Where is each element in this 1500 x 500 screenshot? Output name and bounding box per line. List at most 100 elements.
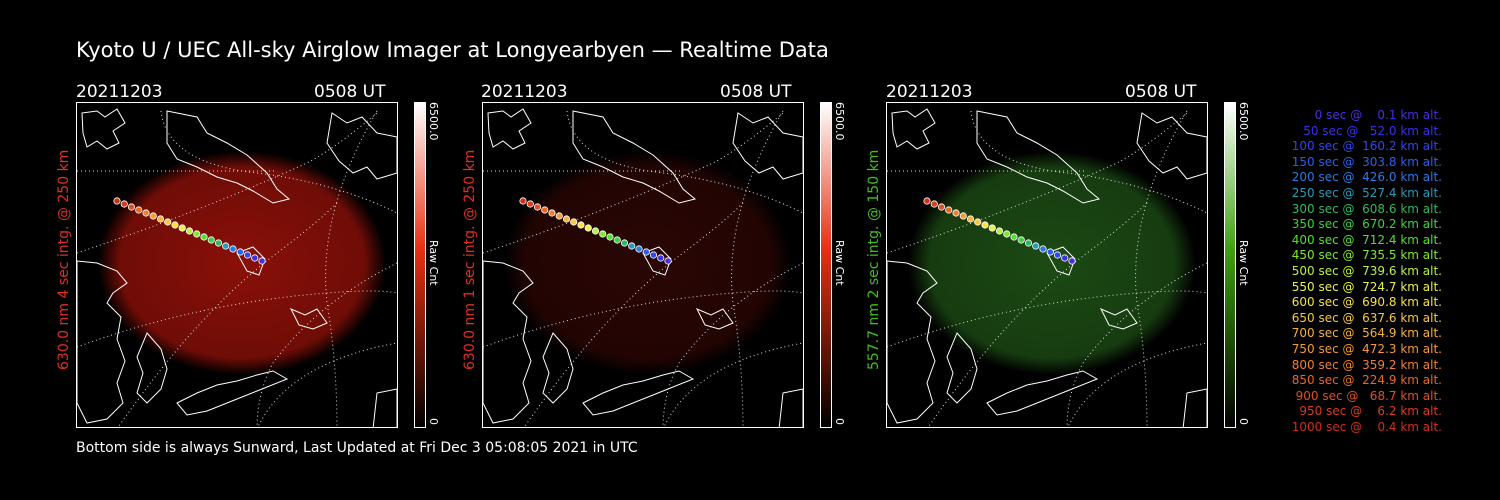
- legend-row: 300 sec @ 608.6 km alt.: [1287, 201, 1442, 216]
- legend-row: 100 sec @ 160.2 km alt.: [1287, 139, 1442, 154]
- panel-wavelength-label: 630.0 nm 4 sec intg. @ 250 km: [56, 149, 72, 370]
- legend-row: 700 sec @ 564.9 km alt.: [1287, 326, 1442, 341]
- trajectory-point: [628, 242, 636, 250]
- trajectory-point: [995, 227, 1004, 235]
- trajectory-point: [1010, 233, 1018, 241]
- colorbar-max-label: 6500.0: [833, 102, 846, 141]
- legend-row: 200 sec @ 426.0 km alt.: [1287, 170, 1442, 185]
- trajectory-point: [113, 197, 121, 205]
- colorbar-min-label: 0: [427, 418, 440, 425]
- coastline: [483, 108, 803, 427]
- coastline: [887, 108, 1207, 427]
- legend-row: 250 sec @ 527.4 km alt.: [1287, 185, 1442, 200]
- trajectory-track: [923, 197, 1076, 265]
- trajectory-point: [937, 203, 946, 211]
- trajectory-point: [635, 245, 643, 253]
- trajectory-point: [923, 197, 931, 205]
- trajectory-point: [606, 233, 614, 241]
- trajectory-point: [526, 200, 534, 208]
- trajectory-point: [613, 236, 621, 244]
- legend-row: 450 sec @ 735.5 km alt.: [1287, 248, 1442, 263]
- trajectory-point: [193, 230, 201, 238]
- trajectory-point: [178, 224, 186, 232]
- trajectory-point: [952, 209, 960, 217]
- trajectory-point: [533, 203, 542, 211]
- trajectory-track: [113, 197, 266, 265]
- trajectory-point: [200, 233, 208, 241]
- trajectory-track: [519, 197, 672, 265]
- trajectory-point: [243, 251, 252, 259]
- panel-date: 20211203: [886, 82, 973, 102]
- trajectory-point: [164, 218, 172, 226]
- panel-wavelength-label: 557.7 nm 2 sec intg. @ 150 km: [866, 149, 882, 370]
- trajectory-point: [222, 242, 230, 250]
- legend-row: 650 sec @ 637.6 km alt.: [1287, 310, 1442, 325]
- trajectory-point: [149, 212, 157, 220]
- trajectory-point: [974, 218, 982, 226]
- trajectory-point: [959, 212, 967, 220]
- trajectory-point: [988, 224, 996, 232]
- trajectory-point: [548, 209, 556, 217]
- trajectory-point: [185, 227, 194, 235]
- trajectory-point: [664, 257, 672, 265]
- trajectory-point: [981, 221, 989, 229]
- legend-row: 50 sec @ 52.0 km alt.: [1295, 123, 1442, 138]
- trajectory-point: [519, 197, 527, 205]
- lat-lon-grid: [483, 110, 803, 427]
- legend-row: 750 sec @ 472.3 km alt.: [1287, 341, 1442, 356]
- panel-time: 0508 UT: [720, 82, 792, 102]
- colorbar-min-label: 0: [1237, 418, 1250, 425]
- legend-row: 400 sec @ 712.4 km alt.: [1287, 232, 1442, 247]
- panel-map-svg: [887, 108, 1207, 427]
- page-title: Kyoto U / UEC All-sky Airglow Imager at …: [76, 38, 829, 62]
- trajectory-point: [127, 203, 136, 211]
- trajectory-point: [591, 227, 600, 235]
- trajectory-point: [1017, 236, 1025, 244]
- trajectory-point: [1032, 242, 1040, 250]
- trajectory-point: [649, 251, 658, 259]
- trajectory-point: [258, 257, 266, 265]
- legend-row: 350 sec @ 670.2 km alt.: [1287, 217, 1442, 232]
- panel-date: 20211203: [481, 82, 568, 102]
- trajectory-legend: 0 sec @ 0.1 km alt. 50 sec @ 52.0 km alt…: [1262, 108, 1442, 435]
- colorbar-max-label: 6500.0: [1237, 102, 1250, 141]
- colorbar-min-label: 0: [833, 418, 846, 425]
- trajectory-point: [541, 206, 549, 214]
- legend-row: 900 sec @ 68.7 km alt.: [1291, 388, 1442, 403]
- legend-row: 800 sec @ 359.2 km alt.: [1287, 357, 1442, 372]
- trajectory-point: [966, 215, 975, 223]
- colorbar-max-label: 6500.0: [427, 102, 440, 141]
- colorbar-unit-label: Raw Cnt: [833, 240, 846, 286]
- trajectory-point: [236, 248, 244, 256]
- panel-time: 0508 UT: [1125, 82, 1197, 102]
- trajectory-point: [1024, 239, 1033, 247]
- trajectory-point: [156, 215, 165, 223]
- trajectory-point: [570, 218, 578, 226]
- lat-lon-grid: [77, 110, 397, 427]
- trajectory-point: [584, 224, 592, 232]
- airglow-image-panel: [482, 102, 804, 428]
- legend-row: 550 sec @ 724.7 km alt.: [1287, 279, 1442, 294]
- colorbar: [820, 102, 832, 428]
- trajectory-point: [657, 254, 665, 262]
- trajectory-point: [930, 200, 938, 208]
- panel-date: 20211203: [76, 82, 163, 102]
- airglow-image-panel: [76, 102, 398, 428]
- trajectory-point: [555, 212, 563, 220]
- colorbar-unit-label: Raw Cnt: [427, 240, 440, 286]
- panel-map-svg: [483, 108, 803, 427]
- trajectory-point: [577, 221, 585, 229]
- trajectory-point: [171, 221, 179, 229]
- lat-lon-grid: [887, 110, 1207, 427]
- trajectory-point: [945, 206, 953, 214]
- panel-map-svg: [77, 108, 397, 427]
- trajectory-point: [251, 254, 259, 262]
- trajectory-point: [207, 236, 215, 244]
- trajectory-point: [1039, 245, 1047, 253]
- legend-row: 0 sec @ 0.1 km alt.: [1303, 108, 1442, 122]
- panel-time: 0508 UT: [314, 82, 386, 102]
- trajectory-point: [562, 215, 571, 223]
- trajectory-point: [120, 200, 128, 208]
- panel-wavelength-label: 630.0 nm 1 sec intg. @ 250 km: [462, 149, 478, 370]
- airglow-image-panel: [886, 102, 1208, 428]
